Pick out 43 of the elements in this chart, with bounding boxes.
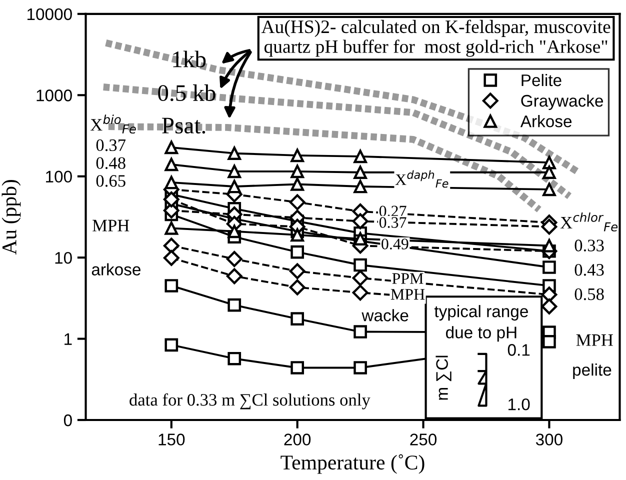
annotation: 0.5 kb <box>158 84 216 102</box>
x-tick-label: 300 <box>536 434 562 446</box>
annotation: 0.43 <box>574 264 604 276</box>
legend-label: Pelite <box>522 74 562 86</box>
annotation: pelite <box>573 364 612 380</box>
annotation: 1.0 <box>508 398 530 410</box>
x-axis-title: Temperature (˚C) <box>280 454 424 474</box>
annotation: data for 0.33 m ∑Cl solutions only <box>130 393 370 410</box>
annotation: 0.49 <box>382 238 408 250</box>
y-tick-label: 1000 <box>36 90 72 102</box>
annotation: m ∑Cl <box>436 356 452 400</box>
x-tick-label: 250 <box>410 434 437 446</box>
y-tick-label: 0 <box>64 414 72 426</box>
annotation: 0.1 <box>508 344 530 356</box>
y-tick-label: 10 <box>55 252 72 264</box>
annotation: MPH <box>576 334 613 346</box>
annotation: MPH <box>390 289 425 300</box>
annotation: 0.65 <box>96 175 126 187</box>
y-tick-label: 100 <box>46 170 72 183</box>
annotation: Psat. <box>162 118 206 134</box>
annotation: 0.37 <box>379 217 406 228</box>
annotation: MPH <box>92 220 130 232</box>
y-tick-label: 1 <box>64 333 72 345</box>
annotation: 0.33 <box>574 240 604 252</box>
annotation: X$^{daph}$$_{Fe}$ <box>395 170 448 188</box>
annotation: 0.48 <box>96 157 126 169</box>
y-axis-title: Au (ppb) <box>2 180 21 255</box>
legend-label: Arkose <box>520 115 572 128</box>
x-tick-label: 200 <box>284 434 311 446</box>
annotation: Au(HS)2- calculated on K-feldspar, muscovite quartz pH buffer for most gold-rich "Arkose" <box>261 20 610 57</box>
annotation: 0.37 <box>96 139 126 152</box>
annotation: X$^{bio}$$_{Fe}$ <box>90 114 136 134</box>
y-tick-label: 10000 <box>27 8 72 20</box>
legend-label: Graywacke <box>521 94 603 110</box>
annotation: PPM <box>392 273 424 284</box>
x-tick-label: 150 <box>158 434 185 446</box>
annotation: arkose <box>92 263 140 276</box>
annotation: wacke <box>362 309 408 322</box>
annotation: due to pH <box>446 326 516 342</box>
annotation: 0.58 <box>574 288 604 300</box>
annotation: X$^{chlor}$$_{Fe}$ <box>560 212 618 232</box>
annotation: 1kb <box>173 50 206 68</box>
annotation: typical range <box>434 305 528 321</box>
